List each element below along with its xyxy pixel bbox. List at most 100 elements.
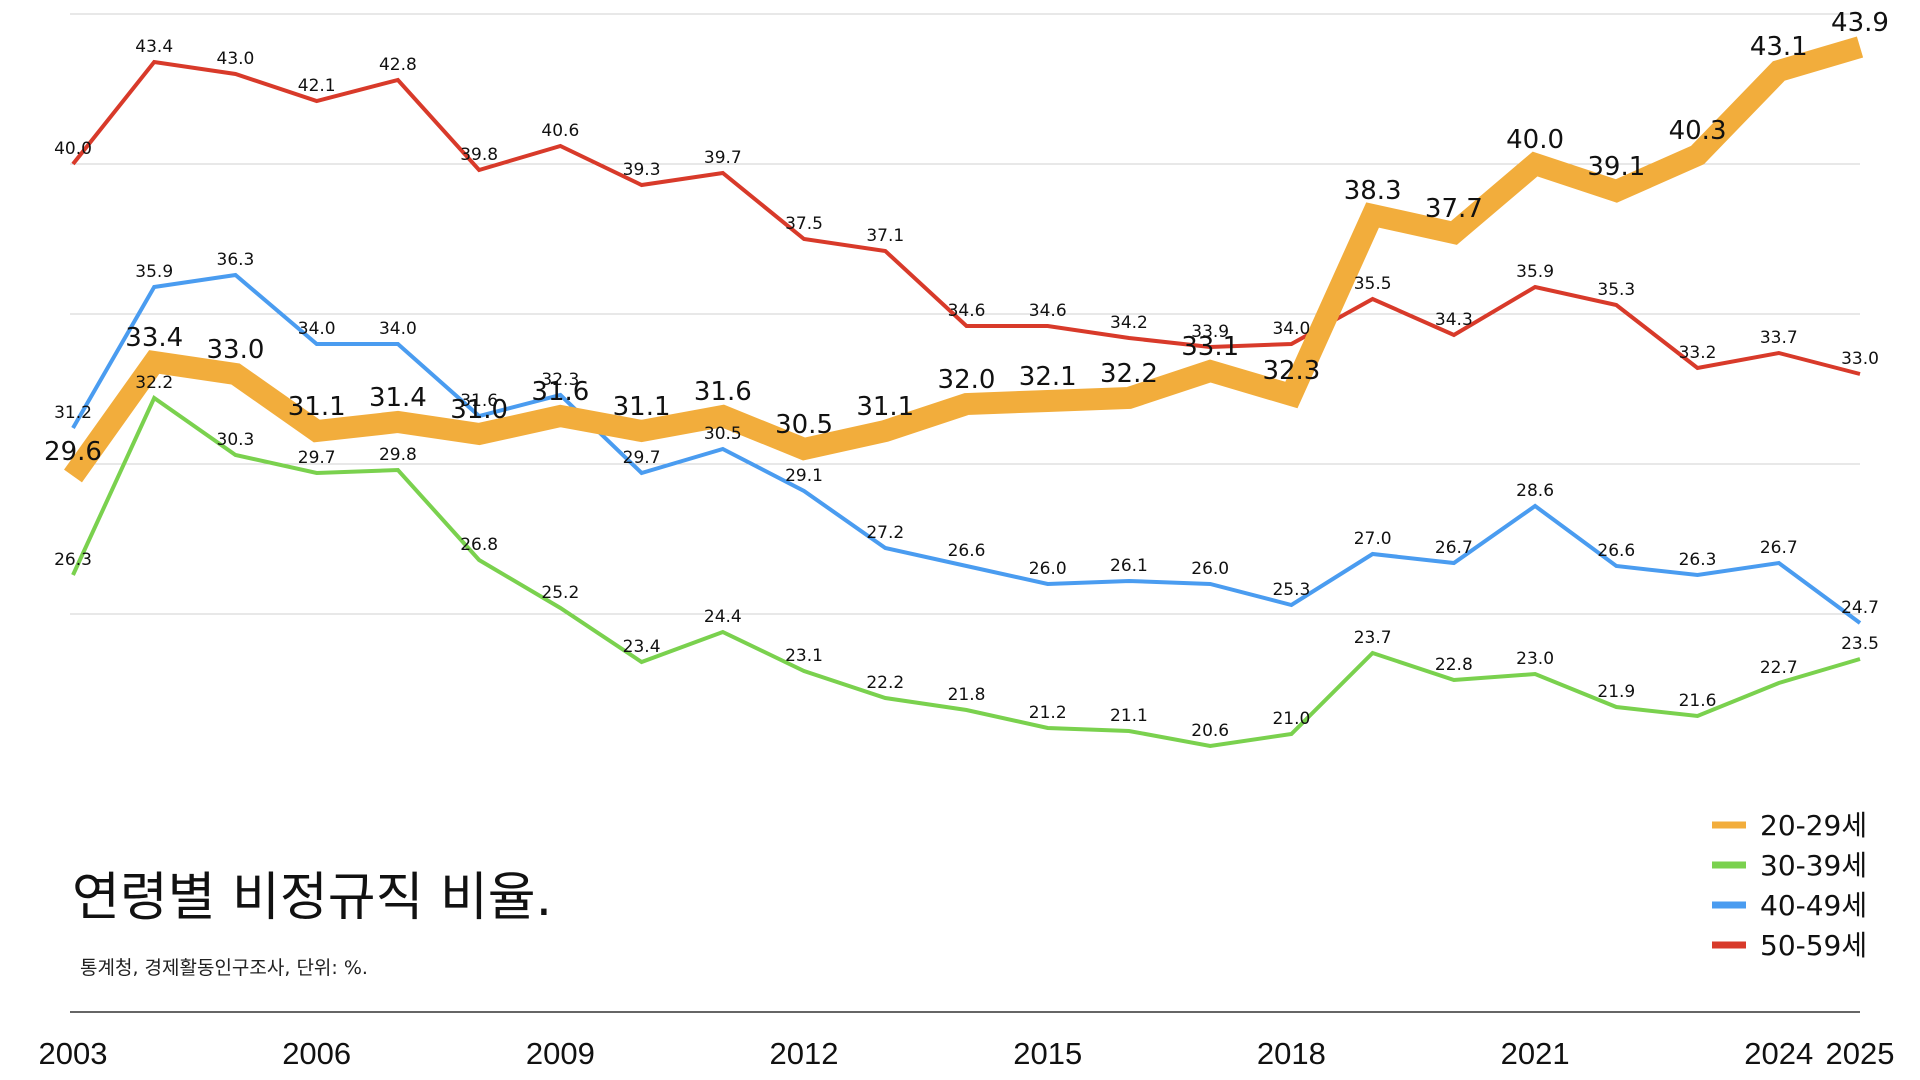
data-label-50-59: 43.0	[217, 49, 255, 69]
data-label-50-59: 35.9	[1516, 262, 1554, 282]
series-line-40-49	[71, 272, 1862, 625]
data-label-20-29: 33.4	[125, 323, 183, 353]
data-label-20-29: 39.1	[1587, 152, 1645, 182]
data-label-40-49: 26.1	[1110, 556, 1148, 576]
legend: 20-29세 30-39세 40-49세 50-59세	[1712, 809, 1867, 962]
data-label-40-49: 26.7	[1435, 538, 1473, 558]
data-label-50-59: 39.3	[623, 160, 661, 180]
data-label-20-29: 32.0	[938, 365, 996, 395]
series-line-30-39	[71, 394, 1861, 749]
x-tick-label: 2021	[1501, 1036, 1570, 1071]
x-tick-label: 2009	[526, 1036, 595, 1071]
data-label-20-29: 33.1	[1181, 332, 1239, 362]
data-label-50-59: 37.5	[785, 214, 823, 234]
data-label-50-59: 33.9	[1191, 322, 1229, 342]
data-label-40-49: 28.6	[1516, 481, 1554, 501]
data-label-20-29: 43.9	[1831, 8, 1889, 38]
data-label-30-39: 20.6	[1191, 721, 1229, 741]
data-label-50-59: 34.2	[1110, 313, 1148, 333]
data-label-30-39: 22.2	[866, 673, 904, 693]
data-label-40-49: 34.0	[298, 319, 336, 339]
data-label-40-49: 24.7	[1841, 598, 1879, 618]
data-label-50-59: 34.3	[1435, 310, 1473, 330]
data-label-20-29: 31.0	[450, 395, 508, 425]
data-label-50-59: 42.8	[379, 55, 417, 75]
data-label-30-39: 23.1	[785, 646, 823, 666]
data-label-50-59: 35.5	[1354, 274, 1392, 294]
data-label-50-59: 39.7	[704, 148, 742, 168]
data-label-50-59: 37.1	[866, 226, 904, 246]
series-line-50-59	[71, 59, 1861, 376]
data-labels: 40.0 43.4 43.0 42.1 42.8 39.8 40.6 39.3 39.7 37.5…	[44, 8, 1889, 741]
data-label-30-39: 23.4	[623, 637, 661, 657]
data-label-50-59: 33.2	[1679, 343, 1717, 363]
data-label-30-39: 21.6	[1679, 691, 1717, 711]
chart-title: 연령별 비정규직 비율.	[72, 868, 552, 928]
data-label-20-29: 31.6	[531, 377, 589, 407]
data-label-30-39: 23.5	[1841, 634, 1879, 654]
data-label-40-49: 27.0	[1354, 529, 1392, 549]
legend-label: 40-49세	[1760, 889, 1867, 922]
data-label-20-29: 30.5	[775, 410, 833, 440]
data-label-40-49: 26.6	[1597, 541, 1635, 561]
data-label-20-29: 31.1	[613, 392, 671, 422]
data-label-30-39: 29.8	[379, 445, 417, 465]
data-label-30-39: 32.2	[135, 373, 173, 393]
x-tick-label: 2025	[1826, 1036, 1895, 1071]
data-label-50-59: 34.6	[948, 301, 986, 321]
data-label-40-49: 26.6	[948, 541, 986, 561]
data-label-30-39: 26.3	[54, 550, 92, 570]
data-label-20-29: 37.7	[1425, 194, 1483, 224]
data-label-50-59: 35.3	[1597, 280, 1635, 300]
data-label-20-29: 33.0	[207, 335, 265, 365]
data-label-30-39: 30.3	[217, 430, 255, 450]
data-label-20-29: 31.4	[369, 383, 427, 413]
x-tick-label: 2015	[1013, 1036, 1082, 1071]
x-axis-ticks: 2003 2006 2009 2012 2015 2018 2021 2024 2025	[39, 1036, 1895, 1071]
data-label-50-59: 43.4	[135, 37, 173, 57]
legend-label: 20-29세	[1760, 809, 1867, 842]
data-label-30-39: 22.8	[1435, 655, 1473, 675]
x-tick-label: 2003	[39, 1036, 108, 1071]
data-label-50-59: 40.0	[54, 139, 92, 159]
data-label-20-29: 32.2	[1100, 359, 1158, 389]
data-label-40-49: 31.6	[460, 391, 498, 411]
data-label-40-49: 32.3	[541, 370, 579, 390]
data-label-30-39: 22.7	[1760, 658, 1798, 678]
data-label-30-39: 29.7	[298, 448, 336, 468]
data-label-20-29: 31.6	[694, 377, 752, 407]
data-label-30-39: 24.4	[704, 607, 742, 627]
data-label-20-29: 29.6	[44, 437, 102, 467]
legend-label: 30-39세	[1760, 849, 1867, 882]
data-label-30-39: 21.2	[1029, 703, 1067, 723]
data-label-40-49: 27.2	[866, 523, 904, 543]
data-label-20-29: 38.3	[1344, 176, 1402, 206]
data-label-20-29: 31.1	[288, 392, 346, 422]
data-label-50-59: 34.6	[1029, 301, 1067, 321]
data-label-50-59: 33.0	[1841, 349, 1879, 369]
x-tick-label: 2018	[1257, 1036, 1326, 1071]
data-label-50-59: 34.0	[1272, 319, 1310, 339]
data-label-40-49: 31.2	[54, 403, 92, 423]
data-label-30-39: 25.2	[541, 583, 579, 603]
chart-subtitle: 통계청, 경제활동인구조사, 단위: %.	[80, 957, 368, 979]
series-lines	[64, 36, 1864, 749]
data-label-30-39: 21.8	[948, 685, 986, 705]
data-label-40-49: 30.5	[704, 424, 742, 444]
data-label-40-49: 26.7	[1760, 538, 1798, 558]
data-label-40-49: 34.0	[379, 319, 417, 339]
data-label-50-59: 39.8	[460, 145, 498, 165]
data-label-30-39: 26.8	[460, 535, 498, 555]
data-label-30-39: 21.0	[1272, 709, 1310, 729]
legend-label: 50-59세	[1760, 929, 1867, 962]
data-label-30-39: 23.0	[1516, 649, 1554, 669]
data-label-20-29: 31.1	[856, 392, 914, 422]
data-label-20-29: 43.1	[1750, 32, 1808, 62]
x-tick-label: 2024	[1744, 1036, 1813, 1071]
data-label-40-49: 26.3	[1679, 550, 1717, 570]
data-label-20-29: 32.3	[1262, 356, 1320, 386]
data-label-40-49: 29.1	[785, 466, 823, 486]
data-label-40-49: 26.0	[1029, 559, 1067, 579]
x-tick-label: 2012	[770, 1036, 839, 1071]
